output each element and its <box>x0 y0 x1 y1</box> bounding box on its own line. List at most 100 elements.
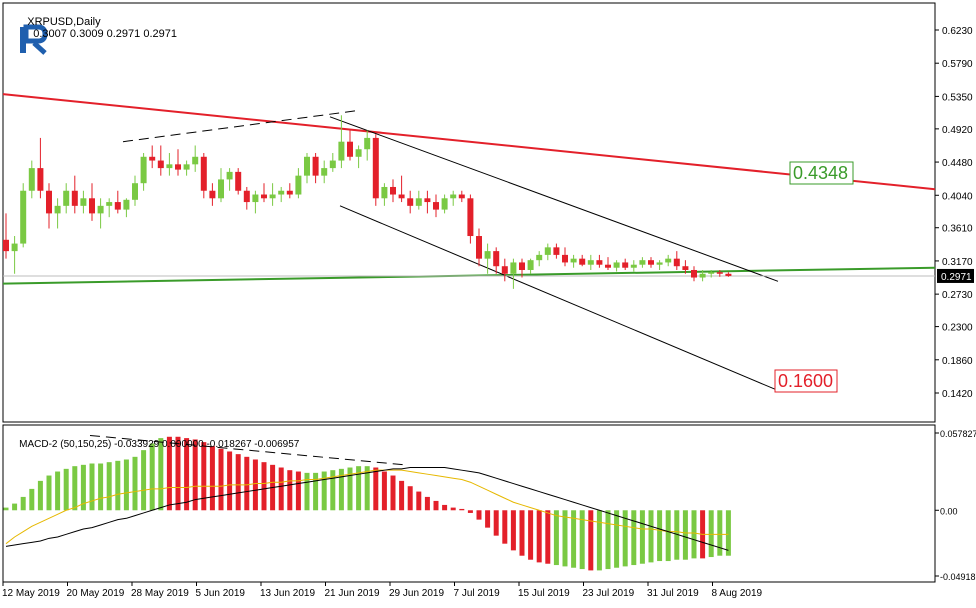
macd-histogram-bar <box>123 459 129 511</box>
candle-body <box>123 199 130 210</box>
price-tick-label: 0.2730 <box>942 290 973 301</box>
macd-histogram-bar <box>725 510 731 556</box>
macd-histogram-bar <box>614 510 620 568</box>
macd-label: MACD-2 (50,150,25) -0.033929 0.000000 -0… <box>19 439 300 450</box>
macd-histogram-bar <box>115 460 121 511</box>
price-tick-label: 0.4480 <box>942 158 973 169</box>
macd-histogram-bar <box>209 446 215 511</box>
macd-histogram-bar <box>493 510 499 536</box>
candle-body <box>114 202 121 210</box>
candle-body <box>501 266 508 274</box>
macd-histogram-bar <box>424 496 430 511</box>
macd-histogram-bar <box>98 463 104 511</box>
macd-histogram-bar <box>46 475 52 511</box>
candle-body <box>450 194 457 199</box>
candle-body <box>226 171 233 180</box>
date-label: 15 Jul 2019 <box>518 588 570 599</box>
macd-histogram-bar <box>175 436 181 511</box>
macd-histogram-bar <box>708 510 714 558</box>
macd-histogram-bar <box>657 510 663 562</box>
candle-body <box>372 137 379 199</box>
date-label: 8 Aug 2019 <box>712 588 763 599</box>
date-label: 20 May 2019 <box>67 588 125 599</box>
macd-histogram-bar <box>579 510 585 570</box>
candle-body <box>20 190 27 244</box>
macd-histogram-bar <box>3 507 9 511</box>
macd-histogram-bar <box>622 510 628 567</box>
candle-body <box>338 141 345 161</box>
candle-body <box>3 239 9 252</box>
macd-histogram-bar <box>106 462 112 511</box>
macd-histogram-bar <box>519 510 525 556</box>
candle-body <box>304 156 310 176</box>
macd-histogram-bar <box>338 468 344 511</box>
macd-histogram-bar <box>55 471 61 511</box>
annotations-layer: 0.4348 0.1600 0.2971 <box>774 161 974 393</box>
macd-tick-label: 0.00 <box>940 506 958 516</box>
candle-body <box>433 202 439 210</box>
macd-histogram-bar <box>571 510 577 568</box>
macd-histogram-bar <box>459 508 465 511</box>
candle-body <box>725 273 732 276</box>
candle-body <box>441 198 448 210</box>
candle-body <box>381 186 388 199</box>
date-label: 23 Jul 2019 <box>583 588 635 599</box>
candle-body <box>235 171 242 191</box>
macd-histogram-bar <box>665 510 671 562</box>
candle-body <box>252 194 259 203</box>
candle-body <box>579 258 586 265</box>
candle-body <box>458 194 465 199</box>
macd-histogram-bar <box>416 491 422 511</box>
candle-body <box>295 175 302 195</box>
candle-body <box>261 194 267 199</box>
channel-lower-line <box>339 205 776 390</box>
candle-body <box>493 251 500 267</box>
candle-body <box>106 202 113 206</box>
macd-histogram-bar <box>295 471 301 511</box>
candle-body <box>46 190 52 214</box>
candle-body <box>243 190 250 203</box>
macd-histogram-bar <box>166 436 172 511</box>
macd-histogram-bar <box>536 510 542 563</box>
candle-body <box>605 264 611 268</box>
candle-body <box>673 258 680 267</box>
macd-histogram-bar <box>373 467 379 511</box>
macd-histogram-bar <box>227 451 233 511</box>
candle-body <box>587 260 594 265</box>
candle-body <box>510 262 517 274</box>
macd-histogram-bar <box>347 467 353 511</box>
current-price-text: 0.2971 <box>941 272 972 283</box>
candle-body <box>140 156 147 184</box>
candle-body <box>132 183 138 200</box>
macd-histogram-bar <box>149 443 155 511</box>
candle-body <box>278 190 285 195</box>
candle-body <box>544 247 551 255</box>
candle-body <box>89 198 95 214</box>
macd-histogram-bar <box>37 480 43 511</box>
macd-layer <box>3 434 731 571</box>
date-label: 13 Jun 2019 <box>260 588 315 599</box>
macd-histogram-bar <box>72 466 78 511</box>
macd-histogram-bar <box>321 471 327 511</box>
target-lower-label-text: 0.1600 <box>778 371 833 391</box>
macd-histogram-bar <box>235 454 241 511</box>
candle-body <box>312 156 319 176</box>
macd-histogram-bar <box>390 475 396 511</box>
macd-histogram-bar <box>29 488 35 511</box>
macd-histogram-bar <box>691 510 697 559</box>
candle-body <box>519 262 525 270</box>
macd-histogram-bar <box>20 496 26 511</box>
macd-histogram-bar <box>80 464 86 511</box>
macd-tick-label: 0.057827 <box>940 429 976 439</box>
candle-body <box>484 251 491 259</box>
macd-histogram-bar <box>141 450 147 511</box>
date-label: 21 Jun 2019 <box>325 588 380 599</box>
candle-body <box>536 254 543 261</box>
macd-histogram-bar <box>252 459 258 511</box>
date-label: 12 May 2019 <box>2 588 60 599</box>
macd-histogram-bar <box>381 471 387 511</box>
macd-histogram-bar <box>399 480 405 511</box>
macd-histogram-bar <box>639 510 645 564</box>
candle-body <box>54 205 61 214</box>
candle-body <box>11 243 18 252</box>
